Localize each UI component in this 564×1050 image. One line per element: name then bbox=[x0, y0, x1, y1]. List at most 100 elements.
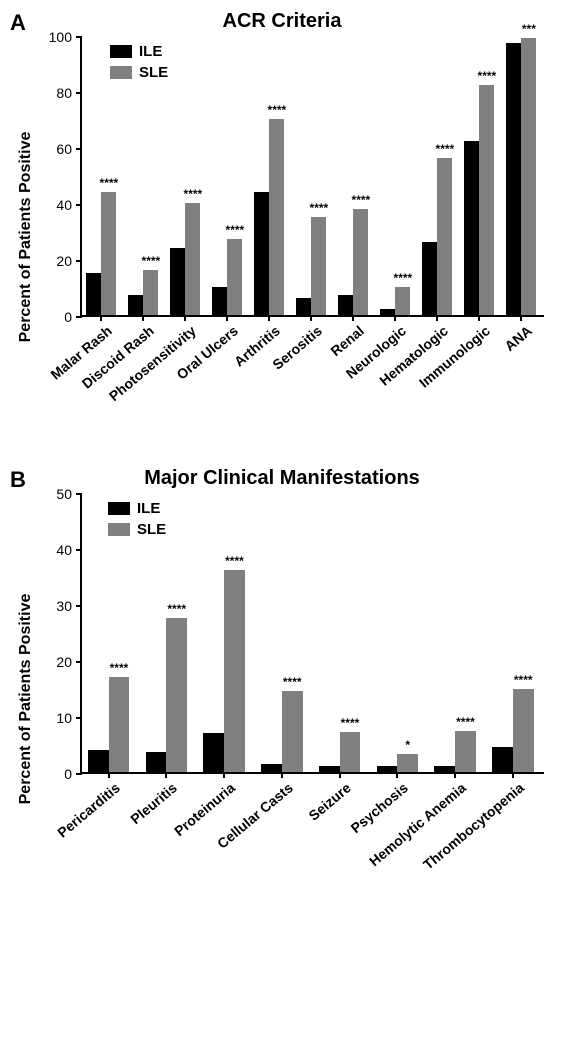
chart-panel: AACR Criteria Percent of Patients Positiv… bbox=[10, 10, 554, 437]
bar-sle bbox=[437, 158, 452, 315]
chart-title: Major Clinical Manifestations bbox=[10, 467, 554, 490]
bar-ile bbox=[492, 747, 513, 772]
y-tick bbox=[76, 316, 82, 318]
bar-sle bbox=[311, 217, 326, 315]
significance-marker: *** bbox=[522, 22, 536, 36]
bar-sle bbox=[143, 270, 158, 315]
y-tick-label: 60 bbox=[42, 141, 72, 157]
chart-title: ACR Criteria bbox=[10, 10, 554, 33]
bar-sle bbox=[109, 677, 130, 772]
legend-swatch-icon bbox=[108, 502, 130, 515]
bar-ile bbox=[377, 766, 398, 772]
bar-ile bbox=[128, 295, 143, 315]
bar-sle bbox=[479, 85, 494, 315]
legend-row-ile: ILE bbox=[108, 500, 166, 517]
bar-ile bbox=[380, 309, 395, 315]
y-tick-label: 80 bbox=[42, 85, 72, 101]
significance-marker: **** bbox=[436, 142, 455, 156]
legend-swatch-icon bbox=[108, 523, 130, 536]
legend-row-sle: SLE bbox=[108, 521, 166, 538]
y-tick bbox=[76, 493, 82, 495]
y-axis-label: Percent of Patients Positive bbox=[17, 132, 35, 343]
plot-area: 020406080100****Malar Rash****Discoid Ra… bbox=[80, 37, 544, 317]
significance-marker: **** bbox=[514, 673, 533, 687]
bar-ile bbox=[203, 733, 224, 772]
bar-ile bbox=[296, 298, 311, 315]
y-tick-label: 50 bbox=[42, 486, 72, 502]
chart-wrap: Percent of Patients Positive020406080100… bbox=[80, 37, 544, 437]
bar-ile bbox=[261, 764, 282, 772]
bar-sle bbox=[224, 570, 245, 772]
bar-ile bbox=[506, 43, 521, 315]
bar-sle bbox=[185, 203, 200, 315]
legend-label-sle: SLE bbox=[137, 521, 166, 538]
y-tick-label: 0 bbox=[42, 766, 72, 782]
y-tick bbox=[76, 92, 82, 94]
significance-marker: **** bbox=[225, 554, 244, 568]
significance-marker: **** bbox=[100, 176, 119, 190]
plot-area: 01020304050****Pericarditis****Pleuritis… bbox=[80, 494, 544, 774]
y-tick-label: 40 bbox=[42, 542, 72, 558]
significance-marker: **** bbox=[456, 715, 475, 729]
bar-sle bbox=[166, 618, 187, 772]
bar-ile bbox=[88, 750, 109, 772]
significance-marker: **** bbox=[352, 193, 371, 207]
bar-ile bbox=[319, 766, 340, 772]
chart-panel: BMajor Clinical Manifestations Percent of… bbox=[10, 467, 554, 904]
legend-label-ile: ILE bbox=[139, 43, 162, 60]
y-tick-label: 40 bbox=[42, 197, 72, 213]
bar-ile bbox=[464, 141, 479, 315]
significance-marker: **** bbox=[283, 675, 302, 689]
y-tick bbox=[76, 773, 82, 775]
y-tick bbox=[76, 204, 82, 206]
bar-sle bbox=[353, 209, 368, 315]
y-tick bbox=[76, 36, 82, 38]
bar-ile bbox=[146, 752, 167, 772]
bar-sle bbox=[521, 38, 536, 315]
y-tick bbox=[76, 717, 82, 719]
y-tick-label: 100 bbox=[42, 29, 72, 45]
y-tick-label: 0 bbox=[42, 309, 72, 325]
legend-label-sle: SLE bbox=[139, 64, 168, 81]
bar-ile bbox=[434, 766, 455, 772]
bar-ile bbox=[254, 192, 269, 315]
significance-marker: **** bbox=[341, 716, 360, 730]
y-tick-label: 20 bbox=[42, 253, 72, 269]
y-tick-label: 20 bbox=[42, 654, 72, 670]
legend-row-sle: SLE bbox=[110, 64, 168, 81]
bar-ile bbox=[212, 287, 227, 315]
bar-sle bbox=[513, 689, 534, 772]
panel-letter: A bbox=[10, 10, 26, 36]
y-tick bbox=[76, 605, 82, 607]
significance-marker: * bbox=[405, 738, 410, 752]
bar-ile bbox=[338, 295, 353, 315]
legend: ILE SLE bbox=[108, 500, 166, 542]
significance-marker: **** bbox=[226, 223, 245, 237]
bar-ile bbox=[422, 242, 437, 315]
bar-sle bbox=[397, 754, 418, 772]
significance-marker: **** bbox=[394, 271, 413, 285]
significance-marker: **** bbox=[110, 661, 129, 675]
legend-swatch-icon bbox=[110, 66, 132, 79]
y-axis-label: Percent of Patients Positive bbox=[17, 594, 35, 805]
bar-ile bbox=[86, 273, 101, 315]
significance-marker: **** bbox=[478, 69, 497, 83]
bar-sle bbox=[395, 287, 410, 315]
y-tick-label: 10 bbox=[42, 710, 72, 726]
bar-sle bbox=[227, 239, 242, 315]
bar-sle bbox=[340, 732, 361, 772]
significance-marker: **** bbox=[268, 103, 287, 117]
panel-letter: B bbox=[10, 467, 26, 493]
significance-marker: **** bbox=[310, 201, 329, 215]
legend-label-ile: ILE bbox=[137, 500, 160, 517]
bar-sle bbox=[282, 691, 303, 772]
y-tick bbox=[76, 549, 82, 551]
bar-sle bbox=[455, 731, 476, 772]
y-tick bbox=[76, 260, 82, 262]
bar-sle bbox=[269, 119, 284, 315]
significance-marker: **** bbox=[167, 602, 186, 616]
significance-marker: **** bbox=[142, 254, 161, 268]
bar-sle bbox=[101, 192, 116, 315]
legend-row-ile: ILE bbox=[110, 43, 168, 60]
chart-wrap: Percent of Patients Positive01020304050*… bbox=[80, 494, 544, 904]
